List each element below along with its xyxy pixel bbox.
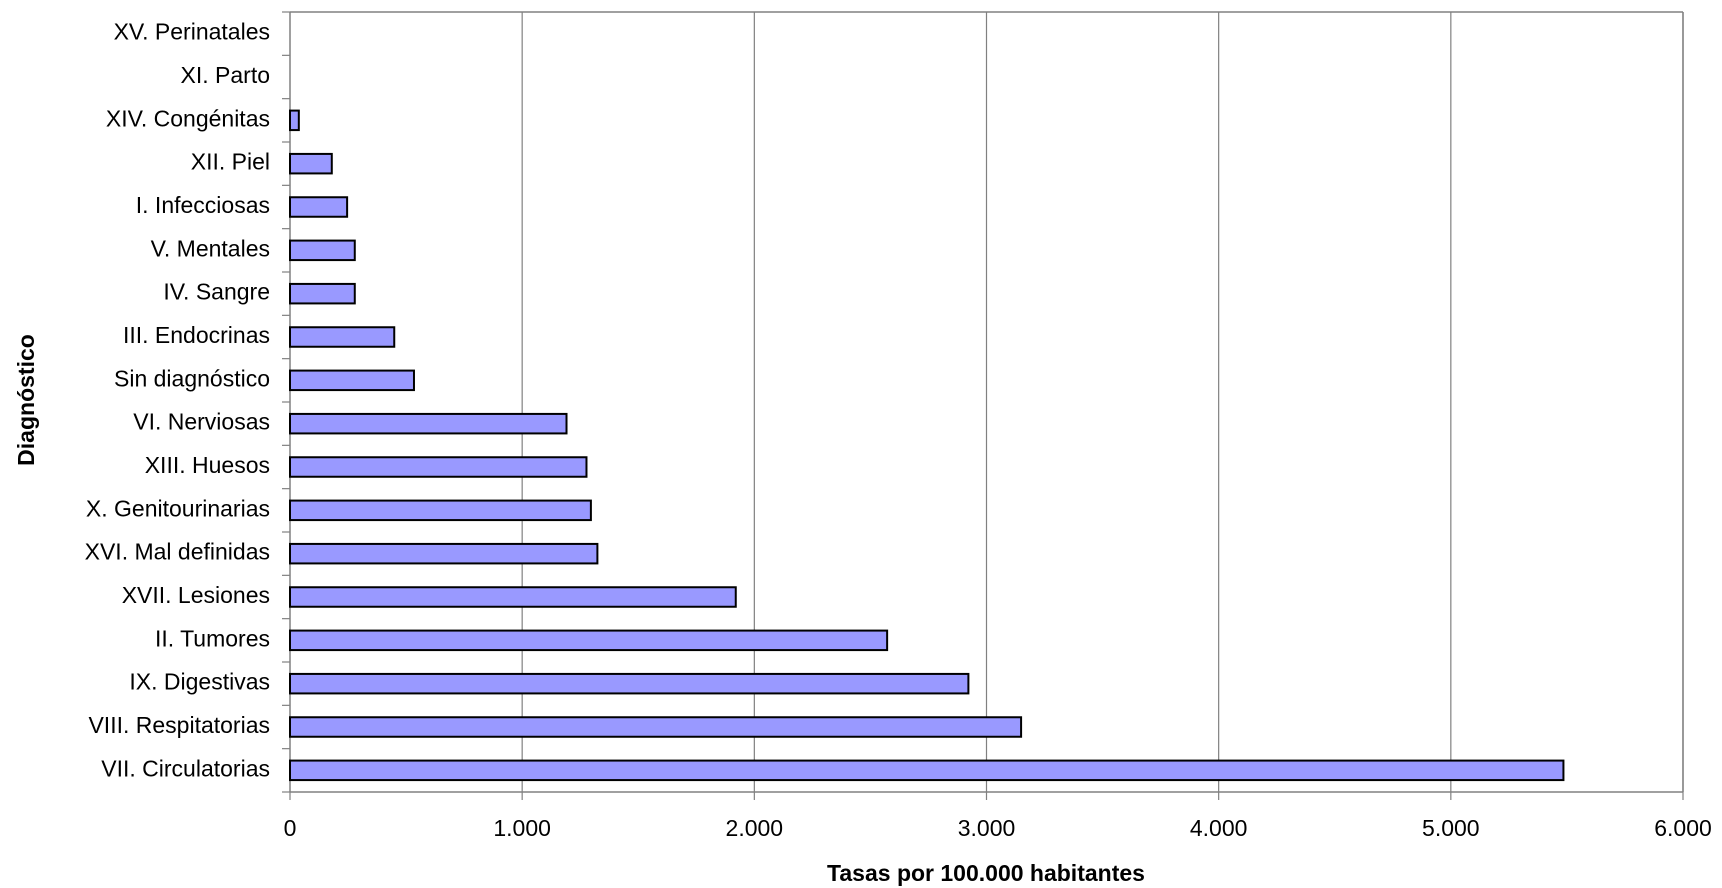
y-tick-label: VI. Nerviosas: [133, 409, 270, 435]
x-tick-label: 4.000: [1190, 815, 1248, 841]
bar: [289, 716, 1023, 738]
y-tick-label: III. Endocrinas: [123, 322, 270, 348]
bar: [289, 109, 300, 132]
y-tick-label: IV. Sangre: [163, 279, 270, 305]
bar: [289, 239, 356, 262]
y-axis-title: Diagnóstico: [13, 334, 39, 466]
x-tick-label: 1.000: [493, 815, 551, 841]
bar: [289, 152, 333, 175]
y-tick-label: VIII. Respitatorias: [88, 712, 270, 738]
bar: [289, 282, 356, 305]
y-tick-label: XVII. Lesiones: [122, 582, 270, 608]
y-tick-label: XVI. Mal definidas: [85, 539, 270, 565]
y-tick-label: XIV. Congénitas: [106, 105, 270, 131]
bar: [289, 456, 588, 478]
x-axis-title: Tasas por 100.000 habitantes: [827, 860, 1145, 886]
y-tick-label: I. Infecciosas: [136, 192, 270, 218]
x-tick-label: 5.000: [1422, 815, 1480, 841]
y-tick-label: XIII. Huesos: [145, 452, 270, 478]
x-tick-label: 3.000: [958, 815, 1016, 841]
bar: [289, 196, 349, 218]
bar: [289, 672, 970, 695]
bar: [289, 499, 592, 522]
y-tick-label: X. Genitourinarias: [86, 495, 270, 521]
bar: [289, 586, 737, 608]
y-tick-label: VII. Circulatorias: [101, 755, 270, 781]
bar: [289, 629, 889, 652]
x-tick-label: 6.000: [1654, 815, 1712, 841]
y-tick-label: V. Mentales: [151, 235, 270, 261]
bar: [289, 412, 568, 435]
y-tick-label: XII. Piel: [191, 149, 270, 175]
y-tick-label: IX. Digestivas: [129, 669, 270, 695]
bar: [289, 369, 415, 392]
x-tick-label: 2.000: [726, 815, 784, 841]
y-tick-label: XI. Parto: [181, 62, 270, 88]
bar: [289, 542, 599, 565]
bar: [289, 326, 396, 348]
y-tick-label: Sin diagnóstico: [114, 365, 270, 391]
y-tick-label: II. Tumores: [155, 625, 270, 651]
bar: [289, 759, 1565, 782]
x-tick-label: 0: [284, 815, 297, 841]
y-tick-label: XV. Perinatales: [114, 19, 270, 45]
